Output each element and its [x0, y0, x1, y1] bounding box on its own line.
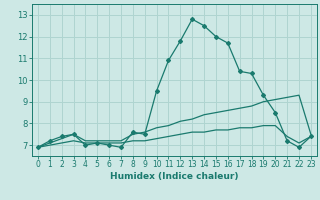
X-axis label: Humidex (Indice chaleur): Humidex (Indice chaleur)	[110, 172, 239, 181]
